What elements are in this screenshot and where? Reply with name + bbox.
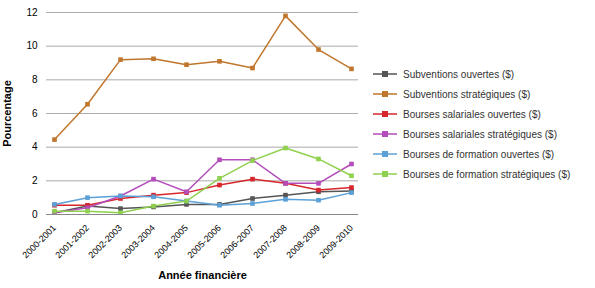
html-text:Subventions stratégiques ($): Subventions stratégiques ($) xyxy=(403,88,531,100)
svg-text:2001-2002: 2001-2002 xyxy=(53,223,91,261)
svg-text:2006-2007: 2006-2007 xyxy=(218,223,256,261)
svg-text:6: 6 xyxy=(32,108,38,119)
svg-text:Pourcentage: Pourcentage xyxy=(1,80,13,147)
svg-text:4: 4 xyxy=(32,141,38,152)
html-text:Bourses de formation stratégiq: Bourses de formation stratégiques ($) xyxy=(403,168,571,180)
svg-text:2007-2008: 2007-2008 xyxy=(251,223,289,261)
svg-text:0: 0 xyxy=(32,209,38,220)
svg-text:2000-2001: 2000-2001 xyxy=(20,223,58,261)
svg-text:8: 8 xyxy=(32,74,38,85)
svg-text:10: 10 xyxy=(26,40,38,51)
svg-text:2004-2005: 2004-2005 xyxy=(152,223,190,261)
svg-text:Année financière: Année financière xyxy=(158,269,247,281)
html-text:Subventions ouvertes ($): Subventions ouvertes ($) xyxy=(403,68,515,80)
html-text:Bourses salariales ouvertes ($: Bourses salariales ouvertes ($) xyxy=(403,108,541,120)
svg-text:12: 12 xyxy=(26,7,38,18)
svg-text:2: 2 xyxy=(32,175,38,186)
svg-text:2008-2009: 2008-2009 xyxy=(284,223,322,261)
html-text:Bourses de formation ouvertes: Bourses de formation ouvertes ($) xyxy=(403,148,555,160)
html-text:Bourses salariales stratégique: Bourses salariales stratégiques ($) xyxy=(403,128,557,140)
svg-text:2005-2006: 2005-2006 xyxy=(185,223,223,261)
svg-text:2009-2010: 2009-2010 xyxy=(317,223,355,261)
svg-text:2002-2003: 2002-2003 xyxy=(86,223,124,261)
svg-text:2003-2004: 2003-2004 xyxy=(119,223,157,261)
